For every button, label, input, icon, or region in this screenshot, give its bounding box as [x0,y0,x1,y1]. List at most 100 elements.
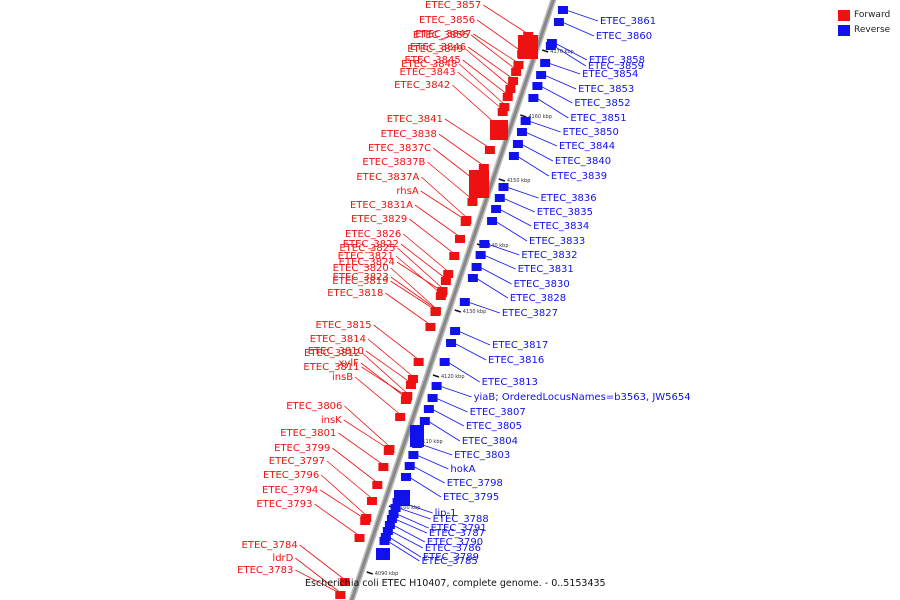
legend-forward-swatch [838,10,850,21]
forward-gene-block [366,497,377,505]
forward-gene-block [455,235,465,243]
forward-gene-label: ETEC_3846 [410,42,466,53]
reverse-leader-line [553,45,587,67]
reverse-gene-block [386,515,397,523]
forward-gene-label: ETEC_3783 [237,565,293,576]
forward-leader-line [320,474,370,519]
forward-gene-block [378,463,389,471]
tick-label: 4110 kbp [419,439,443,445]
forward-gene-block [372,481,383,489]
reverse-leader-line [457,330,491,346]
forward-leader-line [343,419,392,452]
reverse-leader-line [392,524,426,543]
reverse-gene-block [404,462,415,470]
reverse-leader-line [412,465,445,484]
reverse-leader-line [447,361,480,383]
tick-label: 4120 kbp [441,374,465,380]
reverse-leader-line [487,243,520,256]
reverse-gene-block [427,394,438,402]
forward-gene-label: ETEC_3843 [399,67,455,78]
forward-gene-label: ETEC_3806 [286,401,342,412]
forward-gene-block [511,68,522,76]
forward-leader-line [295,569,344,596]
forward-gene-label: ETEC_3812 [304,348,360,359]
tick-label: 4150 kbp [507,178,531,184]
reverse-gene-label: ETEC_3840 [555,156,611,167]
reverse-leader-line [475,277,509,299]
forward-gene-block [440,277,451,285]
forward-gene-label: ETEC_3855 [413,30,469,41]
reverse-gene-block-large [376,548,390,560]
reverse-gene-block [528,94,539,102]
reverse-gene-block [459,298,470,306]
reverse-gene-block [516,128,527,136]
forward-gene-label: ETEC_3847 [415,29,471,40]
tick-label: 4170 kbp [550,49,574,55]
forward-leader-line [295,557,344,596]
reverse-gene-label: ETEC_3860 [596,31,652,42]
forward-leader-line [385,292,434,328]
reverse-gene-label: ETEC_3831 [518,264,574,275]
reverse-gene-block [450,327,461,335]
forward-gene-block [502,93,513,101]
reverse-gene-label: ETEC_3813 [482,377,538,388]
reverse-gene-block [498,183,509,191]
reverse-leader-line [396,513,429,529]
forward-leader-line [402,233,452,275]
reverse-leader-line [453,342,487,361]
forward-gene-block [383,447,394,455]
reverse-gene-block [388,510,399,518]
reverse-gene-label: ETEC_3834 [533,221,589,232]
forward-leader-line [326,460,376,502]
reverse-leader-line [479,266,512,285]
forward-leader-line [396,261,446,294]
reverse-leader-line [387,540,420,562]
forward-gene-block [413,358,424,366]
reverse-gene-block [479,240,490,248]
legend-reverse-label: Reverse [854,25,891,35]
forward-gene-label: ETEC_3814 [310,334,366,345]
reverse-leader-line [390,530,424,549]
reverse-gene-label: ETEC_3816 [488,355,544,366]
reverse-leader-line [439,385,472,398]
reverse-gene-block [553,18,564,26]
reverse-gene-label: hokA [450,464,475,475]
forward-leader-line [314,503,363,539]
reverse-gene-block [520,117,531,125]
forward-gene-block [405,381,416,389]
forward-gene-label: ETEC_3818 [327,288,383,299]
reverse-gene-block [431,382,442,390]
tick-label: 4160 kbp [528,114,552,120]
reverse-gene-label: ETEC_3854 [582,69,638,80]
forward-gene-label: ldrD [272,553,293,564]
forward-leader-line [390,267,440,312]
forward-gene-label: ETEC_3837A [356,172,419,183]
forward-leader-line [444,118,494,151]
forward-leader-line [421,176,470,221]
forward-gene-label: ETEC_3811 [303,362,359,373]
forward-leader-line [373,324,422,363]
reverse-gene-label: ETEC_3791 [431,523,487,534]
reverse-gene-label: ETEC_3803 [454,450,510,461]
reverse-gene-block [471,263,482,271]
reverse-leader-line [543,74,577,90]
forward-leader-line [473,33,522,66]
forward-gene-label: ETEC_3841 [387,114,443,125]
reverse-gene-label: ETEC_3788 [433,514,489,525]
forward-leader-line [320,489,369,522]
forward-gene-label: ETEC_3831A [350,200,413,211]
forward-leader-line [361,352,411,397]
forward-leader-line [470,34,520,73]
reverse-gene-label: ETEC_3836 [540,193,596,204]
forward-gene-block-large [518,35,538,59]
forward-gene-label: ETEC_3796 [263,470,319,481]
reverse-gene-block [475,251,486,259]
reverse-gene-block [467,274,478,282]
tick-label: 4130 kbp [463,309,487,315]
forward-gene-label: ETEC_3821 [338,251,394,262]
reverse-leader-line [506,186,539,199]
forward-gene-label: insB [332,372,353,383]
reverse-gene-block [382,527,393,535]
forward-gene-label: ETEC_3845 [405,55,461,66]
